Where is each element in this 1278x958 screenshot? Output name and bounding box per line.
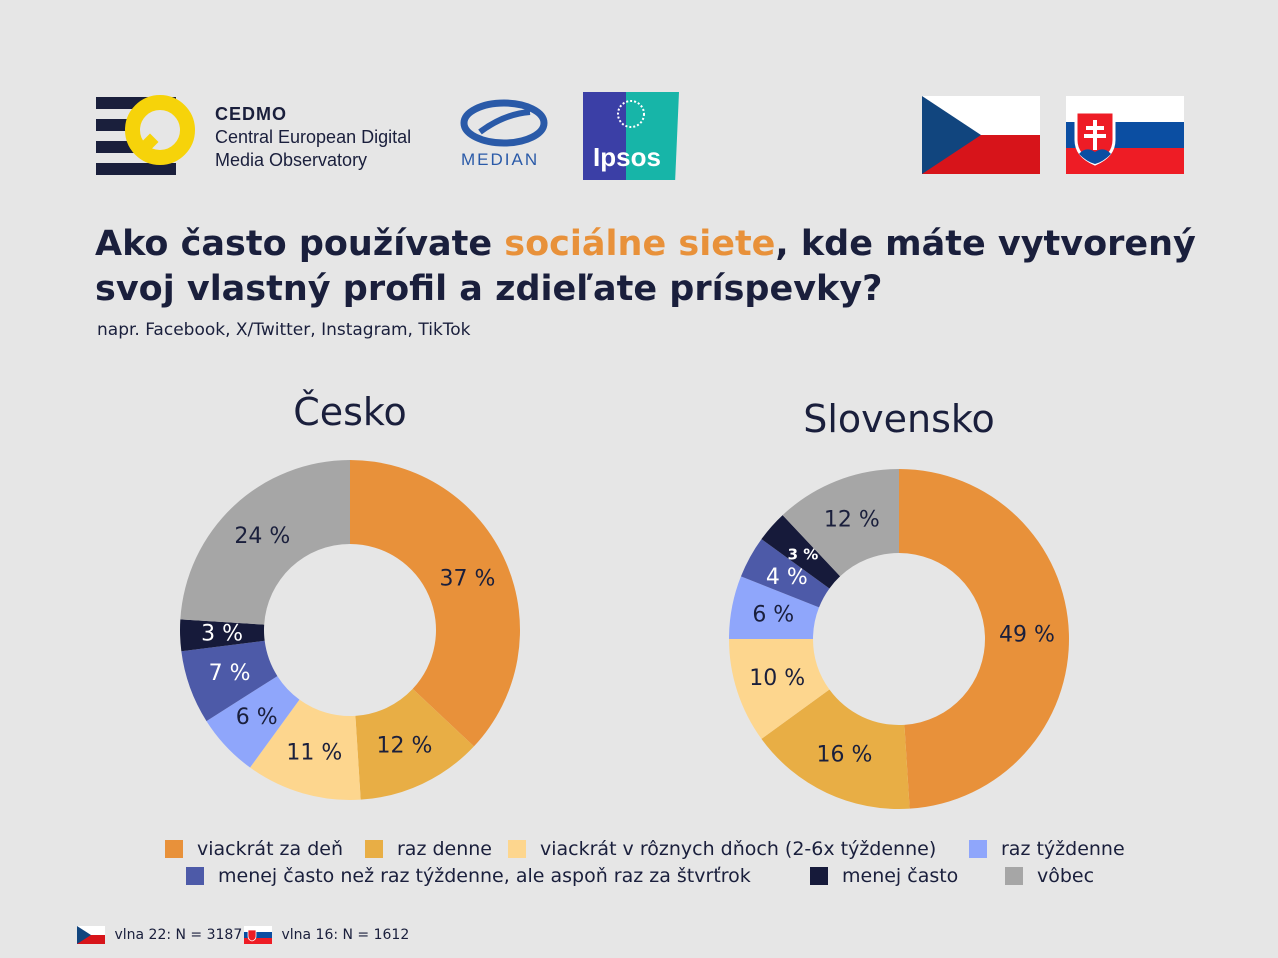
legend-swatch	[365, 840, 383, 858]
donut-slice	[206, 676, 300, 768]
legend-label: raz týždenne	[1001, 838, 1125, 860]
donut-slice-label: 7 %	[209, 661, 251, 686]
donut-slice-label: 10 %	[749, 666, 805, 691]
donut-slice-label: 12 %	[377, 733, 433, 758]
donut-slice	[350, 460, 520, 747]
donut-chart-slovensko: 49 % 16 % 10 % 6 % 4 % 3 % 12 %	[729, 469, 1070, 809]
slovak-flag-small-icon	[244, 926, 272, 944]
donut-slice	[250, 699, 361, 800]
title-part2: , kde máte vytvorený svoj vlastný profil…	[95, 224, 1196, 309]
legend-swatch	[186, 867, 204, 885]
legend-item: menej často	[810, 865, 958, 887]
donut-slice	[761, 515, 841, 589]
donut-slice-label: 16 %	[817, 742, 873, 767]
footer-cz-text: vlna 22: N = 3187	[114, 927, 243, 943]
cedmo-short-name: CEDMO	[215, 104, 287, 124]
median-logo-text: MEDIAN	[461, 150, 540, 169]
donut-slice-label: 12 %	[824, 507, 880, 532]
donut-slice-label: 49 %	[999, 622, 1055, 647]
donut-slice	[761, 689, 910, 809]
legend-swatch	[508, 840, 526, 858]
donut-chart-cesko: 37 % 12 % 11 % 6 % 7 % 3 % 24 %	[180, 460, 520, 800]
legend-label: menej často	[842, 865, 959, 887]
donut-slice-label: 11 %	[286, 740, 342, 765]
chart-title-slovensko: Slovensko	[803, 397, 995, 441]
legend-label: menej často než raz týždenne, ale aspoň …	[218, 865, 751, 887]
title-part1: Ako často používate	[95, 224, 505, 264]
donut-slice-label: 6 %	[752, 603, 794, 628]
legend-item: viackrát za deň	[165, 838, 343, 860]
legend-swatch	[969, 840, 987, 858]
donut-slice	[899, 469, 1070, 809]
cedmo-logo-text: CEDMO Central European Digital Media Obs…	[215, 103, 411, 172]
legend-item: raz denne	[365, 838, 492, 860]
donut-slice	[729, 639, 830, 739]
chart-title-cesko: Česko	[293, 390, 407, 434]
footer-note-cz: vlna 22: N = 3187	[77, 926, 242, 944]
ipsos-logo-text: Ipsos	[593, 142, 661, 172]
ipsos-logo	[583, 92, 679, 180]
czech-flag-icon	[922, 96, 1040, 174]
legend-label: vôbec	[1037, 865, 1095, 887]
legend-item: raz týždenne	[969, 838, 1125, 860]
donut-slice	[180, 460, 350, 625]
donut-slice	[782, 469, 899, 577]
footer-note-sk: vlna 16: N = 1612	[244, 926, 409, 944]
page-subtitle: napr. Facebook, X/Twitter, Instagram, Ti…	[97, 320, 471, 340]
donut-slice-label: 24 %	[234, 524, 290, 549]
legend-label: viackrát za deň	[197, 838, 344, 860]
ipsos-head-icon	[617, 100, 645, 128]
title-highlight: sociálne siete	[504, 224, 776, 264]
donut-slice	[729, 576, 820, 639]
donut-slice-label: 4 %	[766, 565, 808, 590]
cedmo-name-line2: Media Observatory	[215, 150, 368, 170]
legend-item: menej často než raz týždenne, ale aspoň …	[186, 865, 751, 887]
cedmo-name-line1: Central European Digital	[215, 127, 412, 147]
footer-sk-text: vlna 16: N = 1612	[281, 927, 410, 943]
donut-slice	[355, 688, 474, 800]
legend-swatch	[165, 840, 183, 858]
legend-swatch	[1005, 867, 1023, 885]
page-title: Ako často používate sociálne siete, kde …	[95, 222, 1215, 312]
median-logo-icon	[460, 99, 548, 147]
cedmo-logo-ring	[125, 95, 195, 165]
legend-item: viackrát v rôznych dňoch (2-6x týždenne)	[508, 838, 936, 860]
slovak-flag-icon	[1066, 96, 1184, 174]
legend-label: viackrát v rôznych dňoch (2-6x týždenne)	[540, 838, 937, 860]
donut-slice-label: 6 %	[236, 705, 278, 730]
donut-slice-label: 37 %	[440, 567, 496, 592]
donut-slice	[740, 539, 830, 608]
czech-flag-small-icon	[77, 926, 105, 944]
donut-slice-label: 3 %	[201, 622, 243, 647]
legend-label: raz denne	[397, 838, 492, 860]
donut-slice	[180, 619, 265, 652]
donut-slice	[181, 640, 278, 722]
donut-slice-label: 3 %	[788, 545, 819, 563]
legend-swatch	[810, 867, 828, 885]
legend-item: vôbec	[1005, 865, 1094, 887]
